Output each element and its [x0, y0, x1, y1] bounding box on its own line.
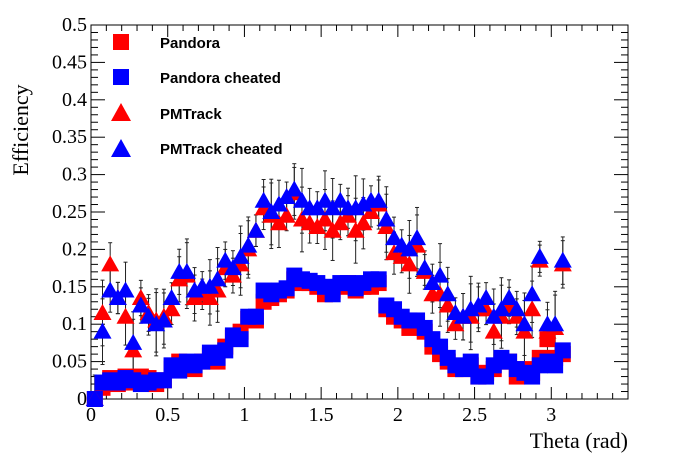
- y-tick-label: 0.2: [62, 238, 87, 260]
- x-tick-label: 2.5: [462, 404, 487, 426]
- data-point: [523, 285, 542, 302]
- data-point: [162, 300, 181, 317]
- data-point: [101, 281, 120, 298]
- data-point: [223, 259, 242, 276]
- x-tick-label: 3: [546, 404, 556, 426]
- legend-label-pandora: Pandora: [160, 35, 221, 52]
- legend: Pandora Pandora cheated PMTrack PMTrack …: [111, 34, 283, 158]
- y-tick-label: 0.1: [62, 313, 87, 335]
- y-axis-title: Efficiency: [8, 84, 33, 175]
- legend-label-pmtrack-cheated: PMTrack cheated: [160, 141, 283, 158]
- legend-marker-pmtrack-cheated: [111, 139, 131, 157]
- data-point: [315, 191, 334, 208]
- y-tick-label: 0.25: [52, 201, 87, 223]
- legend-label-pmtrack: PMTrack: [160, 106, 222, 123]
- data-point: [254, 191, 273, 208]
- data-point: [101, 255, 120, 272]
- data-point: [370, 271, 387, 288]
- data-point: [530, 247, 549, 264]
- data-point: [278, 280, 295, 297]
- data-point: [438, 285, 457, 302]
- data-point: [507, 300, 526, 317]
- data-point: [116, 281, 135, 298]
- data-point: [208, 270, 227, 287]
- data-point: [415, 259, 434, 276]
- data-point: [400, 240, 419, 257]
- data-series: [85, 180, 572, 407]
- y-tick-label: 0.45: [52, 51, 87, 73]
- data-point: [239, 236, 258, 253]
- y-tick-label: 0: [77, 388, 87, 410]
- data-point: [408, 229, 427, 246]
- data-point: [553, 251, 572, 268]
- data-point: [547, 357, 564, 374]
- legend-marker-pandora: [113, 34, 129, 50]
- y-tick-label: 0.3: [62, 164, 87, 186]
- x-tick-label: 1: [239, 404, 249, 426]
- y-tick-label: 0.5: [62, 14, 87, 36]
- data-point: [377, 210, 396, 227]
- legend-label-pandora-cheated: Pandora cheated: [160, 70, 281, 87]
- legend-marker-pandora-cheated: [113, 69, 129, 85]
- data-point: [369, 191, 388, 208]
- x-tick-label: 2: [393, 404, 403, 426]
- data-point: [477, 289, 496, 306]
- data-point: [93, 303, 112, 320]
- data-point: [124, 333, 143, 350]
- data-point: [385, 229, 404, 246]
- y-tick-label: 0.05: [52, 351, 87, 373]
- data-point: [154, 311, 173, 328]
- data-point: [217, 342, 234, 359]
- x-tick-label: 0.5: [155, 404, 180, 426]
- data-point: [85, 390, 104, 406]
- data-point: [231, 247, 250, 264]
- data-point: [400, 255, 419, 272]
- data-point: [523, 300, 542, 317]
- series-pmtrack-cheated: [85, 180, 572, 406]
- data-point: [285, 180, 304, 197]
- data-point: [131, 296, 150, 313]
- data-point: [515, 315, 534, 332]
- data-point: [484, 322, 503, 339]
- y-axis-ticks: 0 0.05 0.1 0.15 0.2 0.25 0.3 0.35 0.4 0.45 0.5: [52, 14, 628, 410]
- series-pandora-cheated: [86, 267, 571, 407]
- data-point: [500, 289, 519, 306]
- data-point: [116, 307, 135, 324]
- data-point: [462, 353, 479, 370]
- y-tick-label: 0.15: [52, 276, 87, 298]
- data-point: [277, 206, 296, 223]
- x-tick-label: 1.5: [309, 404, 334, 426]
- data-point: [492, 300, 511, 317]
- data-point: [93, 322, 112, 339]
- data-point: [554, 342, 571, 359]
- data-point: [438, 296, 457, 313]
- data-point: [546, 315, 565, 332]
- data-point: [246, 221, 265, 238]
- x-axis-ticks: 0 0.5 1 1.5 2 2.5 3: [86, 25, 629, 426]
- x-tick-label: 0: [86, 404, 96, 426]
- data-point: [331, 191, 350, 208]
- data-point: [315, 210, 334, 227]
- data-point: [232, 331, 249, 348]
- data-point: [431, 266, 450, 283]
- data-point: [162, 289, 181, 306]
- data-point: [292, 191, 311, 208]
- legend-marker-pmtrack: [111, 103, 131, 121]
- x-axis-title: Theta (rad): [530, 428, 628, 453]
- y-tick-label: 0.4: [62, 89, 87, 111]
- y-tick-label: 0.35: [52, 126, 87, 148]
- data-point: [177, 262, 196, 279]
- data-point: [247, 308, 264, 325]
- data-point: [216, 251, 235, 268]
- data-point: [354, 214, 373, 231]
- data-point: [155, 372, 172, 389]
- data-point: [139, 307, 158, 324]
